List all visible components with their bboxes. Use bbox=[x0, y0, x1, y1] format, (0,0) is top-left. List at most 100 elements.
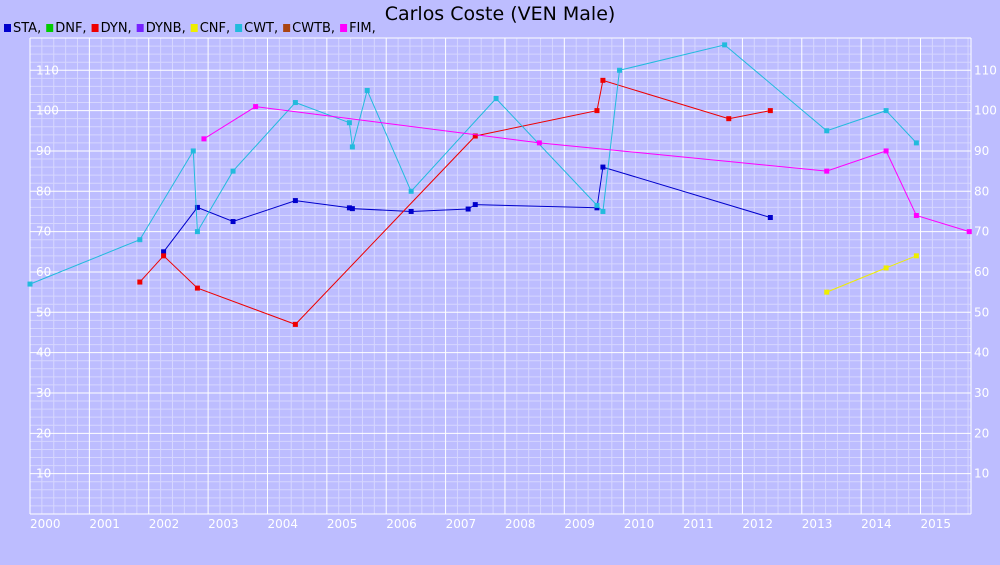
x-tick-label: 2001 bbox=[89, 517, 120, 531]
x-tick-label: 2012 bbox=[742, 517, 773, 531]
legend-item: DYN, bbox=[91, 21, 132, 36]
data-point bbox=[883, 148, 889, 154]
data-point bbox=[600, 77, 606, 83]
data-point bbox=[230, 168, 236, 174]
data-point bbox=[161, 253, 167, 259]
y-tick-label-right: 60 bbox=[974, 265, 989, 279]
x-tick-label: 2003 bbox=[208, 517, 239, 531]
data-point bbox=[493, 96, 499, 102]
data-point bbox=[722, 42, 728, 48]
data-point bbox=[27, 281, 33, 287]
data-point bbox=[966, 229, 972, 235]
data-point bbox=[600, 208, 606, 214]
data-point bbox=[364, 87, 370, 93]
data-point bbox=[408, 188, 414, 194]
x-tick-label: 2008 bbox=[505, 517, 536, 531]
y-tick-label-left: 20 bbox=[36, 426, 51, 440]
legend-label: CWT, bbox=[244, 21, 278, 36]
y-tick-label-right: 100 bbox=[974, 104, 997, 118]
series bbox=[824, 253, 919, 295]
data-point bbox=[349, 206, 355, 212]
data-point bbox=[292, 100, 298, 106]
y-tick-label-left: 60 bbox=[36, 265, 51, 279]
data-point bbox=[253, 104, 259, 110]
data-point bbox=[767, 215, 773, 221]
x-tick-label: 2014 bbox=[861, 517, 892, 531]
x-tick-label: 2005 bbox=[327, 517, 358, 531]
series-group bbox=[27, 42, 972, 327]
legend-item: FIM, bbox=[340, 21, 376, 36]
data-point bbox=[767, 108, 773, 114]
series-line bbox=[826, 255, 917, 293]
data-point bbox=[726, 116, 732, 122]
data-point bbox=[137, 279, 143, 285]
data-point bbox=[913, 212, 919, 218]
data-point bbox=[465, 206, 471, 212]
x-tick-label: 2000 bbox=[30, 517, 61, 531]
x-tick-label: 2002 bbox=[149, 517, 180, 531]
legend-label: STA, bbox=[13, 21, 41, 36]
y-tick-label-left: 30 bbox=[36, 386, 51, 400]
data-point bbox=[194, 204, 200, 210]
y-tick-label-left: 40 bbox=[36, 346, 51, 360]
y-tick-label-left: 10 bbox=[36, 467, 51, 481]
y-tick-label-left: 100 bbox=[36, 104, 59, 118]
x-axis-ticks: 2000 2001 2002 2003 2004 2005 2006 2007 2008 2009… bbox=[30, 517, 951, 531]
data-point bbox=[194, 285, 200, 291]
y-tick-label-right: 90 bbox=[974, 144, 989, 158]
data-point bbox=[913, 253, 919, 259]
y-tick-label-left: 110 bbox=[36, 63, 59, 77]
data-point bbox=[161, 249, 167, 255]
legend-label: DNF, bbox=[55, 21, 86, 36]
series-line bbox=[29, 44, 917, 285]
data-point bbox=[137, 237, 143, 243]
data-point bbox=[824, 289, 830, 295]
data-point bbox=[349, 144, 355, 150]
legend-swatch bbox=[235, 24, 243, 32]
grid-minor bbox=[30, 37, 971, 514]
data-point bbox=[408, 208, 414, 214]
x-tick-label: 2013 bbox=[802, 517, 833, 531]
data-point bbox=[472, 202, 478, 208]
series bbox=[161, 164, 773, 255]
legend-swatch bbox=[136, 24, 144, 32]
data-point bbox=[913, 140, 919, 146]
y-tick-label-left: 80 bbox=[36, 184, 51, 198]
series bbox=[201, 104, 972, 235]
data-point bbox=[292, 321, 298, 327]
data-point bbox=[536, 140, 542, 146]
legend-swatch bbox=[4, 24, 11, 32]
legend: STA, DNF, DYN, DYNB, CNF, CWT, CWTB, FIM, bbox=[4, 21, 376, 36]
x-tick-label: 2004 bbox=[267, 517, 298, 531]
legend-label: DYNB, bbox=[146, 21, 186, 36]
y-tick-label-left: 70 bbox=[36, 225, 51, 239]
legend-item: STA, bbox=[4, 21, 41, 36]
data-point bbox=[230, 219, 236, 225]
chart-title: Carlos Coste (VEN Male) bbox=[385, 3, 616, 25]
data-point bbox=[617, 67, 623, 73]
y-tick-label-right: 50 bbox=[974, 305, 989, 319]
legend-item: CWT, bbox=[235, 21, 278, 36]
data-point bbox=[824, 168, 830, 174]
data-point bbox=[600, 164, 606, 170]
data-point bbox=[883, 265, 889, 271]
series bbox=[27, 42, 919, 287]
data-point bbox=[346, 205, 352, 211]
data-point bbox=[472, 133, 478, 139]
y-tick-label-right: 30 bbox=[974, 386, 989, 400]
legend-swatch bbox=[190, 24, 198, 32]
x-tick-label: 2007 bbox=[446, 517, 477, 531]
y-tick-label-right: 80 bbox=[974, 184, 989, 198]
y-tick-label-right: 110 bbox=[974, 63, 997, 77]
data-point bbox=[594, 108, 600, 114]
legend-item: CWTB, bbox=[283, 21, 335, 36]
y-tick-label-left: 90 bbox=[36, 144, 51, 158]
data-point bbox=[292, 198, 298, 204]
data-point bbox=[824, 128, 830, 134]
series bbox=[137, 77, 773, 327]
legend-swatch bbox=[91, 24, 99, 32]
legend-item: DNF, bbox=[46, 21, 87, 36]
series-line bbox=[203, 106, 970, 233]
x-tick-label: 2015 bbox=[921, 517, 952, 531]
